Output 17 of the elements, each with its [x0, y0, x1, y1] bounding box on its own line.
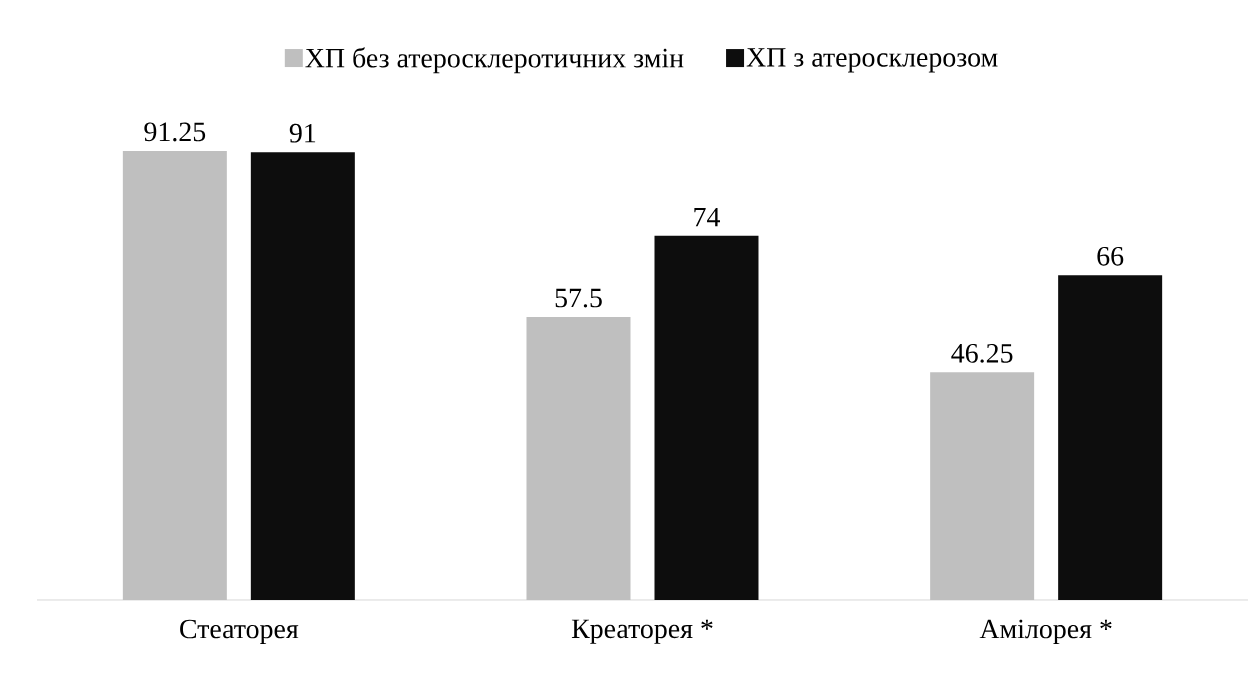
- data-label: 66: [1097, 246, 1124, 266]
- data-label: 57.5: [555, 288, 602, 308]
- bar: [930, 372, 1035, 600]
- data-label: 74: [694, 207, 721, 227]
- bar: [122, 150, 227, 600]
- bar: [654, 235, 759, 600]
- bar: [526, 317, 631, 600]
- data-label: 91.25: [144, 122, 206, 142]
- x-tick-label: Стеаторея: [180, 619, 299, 645]
- data-label: 46.25: [951, 343, 1013, 363]
- x-tick-label: Амілорея *: [979, 619, 1112, 645]
- legend-label: ХП з атеросклерозом: [746, 48, 998, 73]
- bar: [1058, 275, 1163, 600]
- legend-label: ХП без атеросклеротичних змін: [305, 47, 684, 74]
- bar: [250, 152, 355, 600]
- x-tick-label: Креаторея *: [571, 619, 713, 644]
- data-label: 91: [289, 123, 316, 143]
